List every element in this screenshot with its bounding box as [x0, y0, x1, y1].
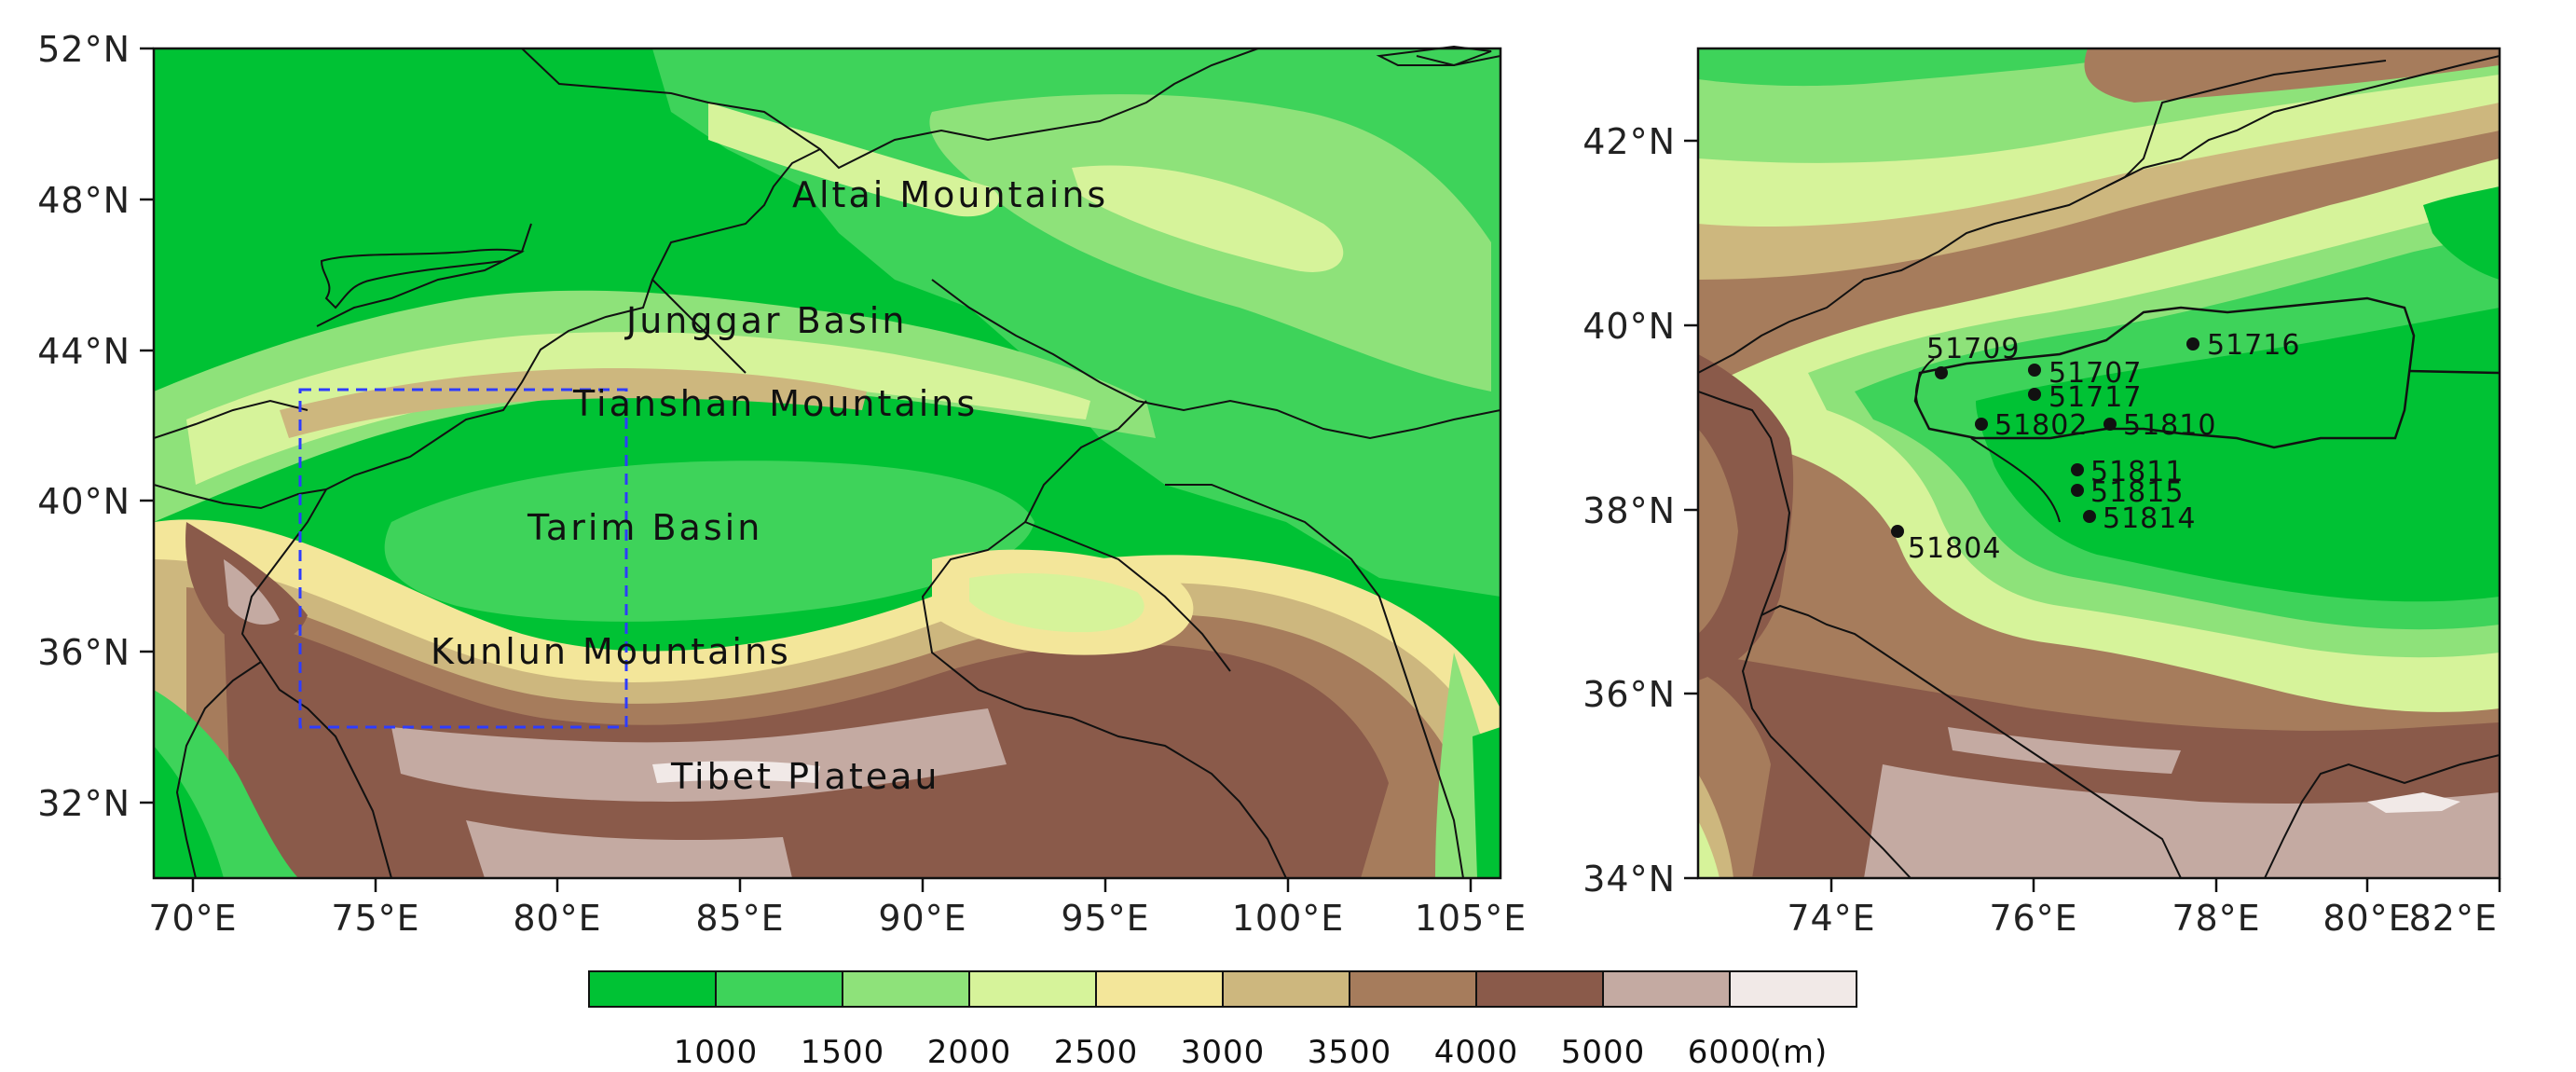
station-51716-label: 51716	[2207, 329, 2300, 362]
right-lat-42-label: 42°N	[1583, 121, 1676, 162]
colorbar-cell-4	[1095, 970, 1224, 1008]
station-51717-dot	[2028, 388, 2041, 401]
left-lat-36-label: 36°N	[37, 632, 130, 673]
right-lon-80-label: 80°E	[2323, 898, 2411, 939]
station-51802-label: 51802	[1994, 409, 2088, 442]
colorbar-cell-0	[588, 970, 717, 1008]
station-51814-label: 51814	[2103, 502, 2196, 535]
right-lon-82-label: 82°E	[2409, 898, 2498, 939]
lake-outline	[320, 248, 525, 309]
station-51707-dot	[2028, 364, 2041, 377]
colorbar-label-2500: 2500	[1054, 1034, 1139, 1071]
station-51802-dot	[1975, 418, 1988, 431]
tarim-basin-label: Tarim Basin	[527, 507, 762, 548]
tibet-plateau-label: Tibet Plateau	[670, 756, 940, 797]
left-lon-tick-marks	[191, 878, 1473, 892]
station-51709-label: 51709	[1926, 333, 2020, 365]
altai-mountains-label: Altai Mountains	[792, 174, 1108, 215]
study-area-box	[298, 388, 628, 729]
left-lat-40-label: 40°N	[37, 481, 130, 522]
left-lon-75-label: 75°E	[331, 898, 419, 939]
left-lat-32-label: 32°N	[37, 783, 130, 824]
station-51815-label: 51815	[2090, 476, 2184, 509]
tianshan-mountains-label: Tianshan Mountains	[572, 383, 978, 424]
colorbar-label-3500: 3500	[1308, 1034, 1392, 1071]
colorbar-cell-5	[1222, 970, 1350, 1008]
right-lon-78-label: 78°E	[2172, 898, 2260, 939]
left-lat-48-label: 48°N	[37, 180, 130, 221]
station-51716-dot	[2186, 337, 2199, 350]
right-lat-tick-marks	[1684, 139, 1698, 880]
right-lon-tick-marks	[1829, 878, 2501, 892]
left-lon-100-label: 100°E	[1232, 898, 1345, 939]
colorbar-cell-8	[1602, 970, 1731, 1008]
left-lat-52-label: 52°N	[37, 29, 130, 70]
left-lon-80-label: 80°E	[513, 898, 601, 939]
left-lon-70-label: 70°E	[148, 898, 237, 939]
station-51804-dot	[1891, 525, 1904, 538]
station-51811-dot	[2071, 463, 2084, 476]
region-boundary-west	[1915, 358, 1935, 411]
left-map: 52°N 48°N 44°N 40°N 36°N 32°N 70°E 75°E …	[37, 29, 1528, 939]
station-51717-label: 51717	[2048, 381, 2142, 414]
right-map-frame	[1696, 47, 2501, 880]
right-lat-40-label: 40°N	[1583, 306, 1676, 347]
left-map-frame	[152, 47, 1502, 880]
left-lat-tick-marks	[140, 47, 154, 804]
colorbar-cell-6	[1349, 970, 1477, 1008]
colorbar-label-4000: 4000	[1434, 1034, 1519, 1071]
right-lat-34-label: 34°N	[1583, 859, 1676, 900]
kunlun-mountains-label: Kunlun Mountains	[431, 631, 791, 672]
left-lon-85-label: 85°E	[695, 898, 784, 939]
right-elevation-field	[1698, 48, 2500, 878]
colorbar-cell-7	[1475, 970, 1604, 1008]
colorbar-label-2000: 2000	[927, 1034, 1012, 1071]
colorbar-label-6000: 6000	[1688, 1034, 1773, 1071]
station-51810-label: 51810	[2123, 409, 2216, 442]
colorbar-label-1500: 1500	[801, 1034, 885, 1071]
colorbar-cell-2	[842, 970, 970, 1008]
station-51811-label: 51811	[2090, 456, 2184, 488]
colorbar-label-5000: 5000	[1561, 1034, 1646, 1071]
station-51810-dot	[2103, 418, 2117, 431]
colorbar-label-3000: 3000	[1181, 1034, 1266, 1071]
left-lon-105-label: 105°E	[1415, 898, 1528, 939]
right-boundaries	[1698, 55, 2500, 878]
right-lon-74-label: 74°E	[1787, 898, 1875, 939]
region-boundary-east	[2408, 369, 2501, 375]
right-lat-36-label: 36°N	[1583, 674, 1676, 715]
region-boundary-south	[1970, 437, 2061, 523]
colorbar-cell-9	[1729, 970, 1857, 1008]
station-51804-label: 51804	[1908, 532, 2001, 565]
right-map: 51709 51707 51717 51716 51802 51810 5181…	[1583, 47, 2501, 939]
colorbar-unit: (m)	[1770, 1034, 1829, 1071]
station-51707-label: 51707	[2048, 357, 2142, 390]
right-lon-76-label: 76°E	[1989, 898, 2077, 939]
right-lat-38-label: 38°N	[1583, 490, 1676, 531]
colorbar-cell-3	[968, 970, 1097, 1008]
left-lon-95-label: 95°E	[1061, 898, 1149, 939]
station-51814-dot	[2083, 510, 2096, 523]
study-region-outline	[1913, 296, 2416, 449]
left-lat-44-label: 44°N	[37, 331, 130, 372]
left-lon-90-label: 90°E	[878, 898, 966, 939]
station-51815-dot	[2071, 484, 2084, 497]
colorbar-label-1000: 1000	[674, 1034, 759, 1071]
colorbar-cells	[588, 970, 1857, 1008]
station-51709-dot	[1935, 366, 1948, 379]
elevation-colorbar: 1000 1500 2000 2500 3000 3500 4000 5000 …	[588, 970, 1857, 1071]
colorbar-cell-1	[715, 970, 843, 1008]
station-dots	[1891, 337, 2199, 538]
junggar-basin-label: Junggar Basin	[624, 300, 907, 341]
left-elevation-field	[154, 48, 1500, 878]
